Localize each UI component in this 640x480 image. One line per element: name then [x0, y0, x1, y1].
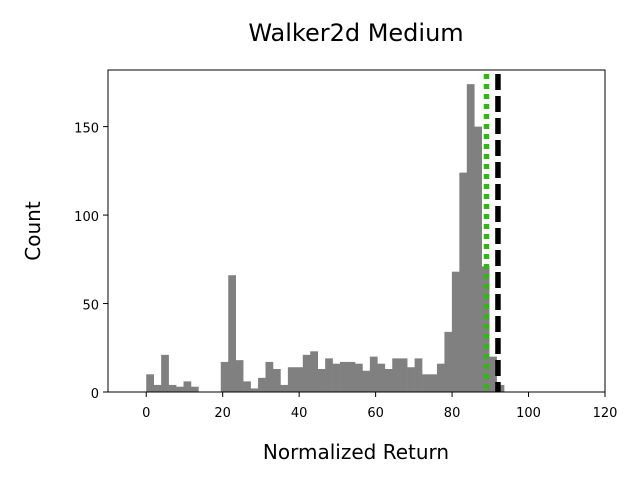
- x-tick-label: 60: [367, 406, 384, 421]
- y-axis-ticks: 0 50 100 150: [74, 122, 108, 402]
- histogram-bar: [384, 369, 393, 392]
- histogram-bar: [295, 367, 304, 392]
- histogram-bar: [399, 358, 408, 392]
- histogram-bar: [481, 266, 490, 392]
- histogram-bar: [362, 370, 371, 392]
- plot-frame: [107, 69, 606, 393]
- x-tick-label: 100: [516, 406, 541, 421]
- histogram-bar: [429, 374, 438, 392]
- histogram-bar: [377, 363, 386, 392]
- y-tick-label: 150: [74, 122, 99, 137]
- histogram-bar: [228, 275, 236, 392]
- histogram-bar: [325, 358, 333, 392]
- x-tick-label: 20: [214, 406, 231, 421]
- histogram-bar: [347, 361, 356, 392]
- histogram-bar: [176, 386, 184, 392]
- x-axis-ticks: 0 20 40 60 80 100 120: [142, 392, 617, 421]
- y-tick-label: 50: [82, 299, 99, 314]
- histogram-bar: [392, 358, 401, 392]
- histogram-bar: [146, 374, 154, 392]
- histogram-bar: [258, 377, 266, 392]
- x-tick-label: 80: [444, 406, 461, 421]
- histogram-bar: [243, 381, 251, 392]
- histogram-bar: [422, 374, 430, 392]
- histogram-bar: [332, 363, 341, 392]
- histogram-bar: [287, 367, 296, 392]
- histogram-bar: [340, 361, 348, 392]
- y-axis-label: Count: [21, 201, 45, 261]
- histogram-bar: [310, 351, 318, 392]
- histogram-bar: [489, 356, 497, 392]
- histogram-bar: [280, 384, 289, 392]
- bars-layer: [146, 84, 505, 393]
- histogram-bar: [414, 358, 423, 392]
- histogram-bar: [407, 367, 415, 392]
- histogram-bar: [190, 386, 199, 392]
- y-tick-label: 100: [74, 210, 99, 225]
- x-tick-label: 0: [142, 406, 150, 421]
- histogram-bar: [317, 369, 326, 392]
- histogram-bar: [235, 360, 244, 392]
- y-tick-label: 0: [91, 387, 99, 402]
- histogram-bar: [459, 172, 468, 392]
- histogram-bar: [444, 331, 453, 392]
- histogram-bar: [302, 354, 311, 392]
- chart-title: Walker2d Medium: [248, 19, 463, 47]
- histogram-bar: [250, 388, 259, 392]
- histogram-bar: [436, 363, 445, 392]
- x-axis-label: Normalized Return: [263, 440, 449, 464]
- histogram-bar: [161, 354, 169, 392]
- reference-lines: [483, 74, 501, 392]
- histogram-bar: [466, 84, 475, 393]
- histogram-bar: [369, 356, 378, 392]
- histogram-bar: [272, 369, 281, 392]
- histogram-bar: [474, 126, 483, 392]
- x-tick-label: 120: [593, 406, 618, 421]
- histogram-bar: [354, 363, 363, 392]
- x-tick-label: 40: [291, 406, 308, 421]
- histogram-bar: [168, 384, 177, 392]
- histogram-bar: [265, 361, 274, 392]
- histogram-bar: [220, 361, 229, 392]
- histogram-bar: [153, 384, 162, 392]
- histogram-bar: [183, 381, 192, 392]
- histogram-bar: [451, 271, 460, 392]
